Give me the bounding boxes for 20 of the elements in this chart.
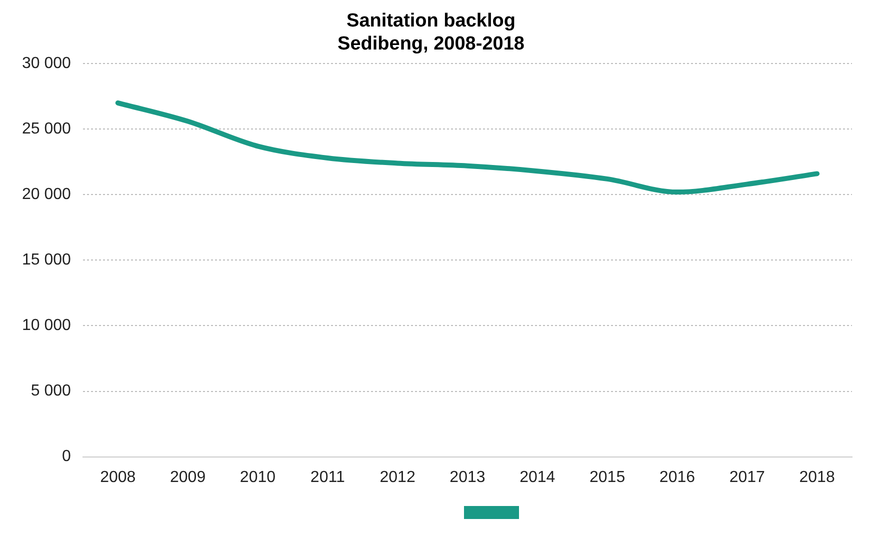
x-tick-label: 2014 xyxy=(520,468,556,486)
x-tick-label: 2018 xyxy=(799,468,835,486)
y-tick-label: 10 000 xyxy=(22,317,72,334)
y-tick-label: 5 000 xyxy=(30,382,72,400)
y-tick-label: 15 000 xyxy=(22,252,72,269)
y-tick-label: 30 000 xyxy=(22,55,72,72)
y-tick-label: 20 000 xyxy=(22,186,72,204)
x-tick-label: 2015 xyxy=(590,468,626,486)
text: Sedibeng, 2008-2018 xyxy=(338,33,524,54)
y-tick-label: 25 000 xyxy=(22,120,72,138)
x-tick-label: 2012 xyxy=(380,468,416,486)
x-tick-label: 2011 xyxy=(310,468,345,486)
x-tick-label: 2009 xyxy=(170,468,206,486)
x-tick-label: 2017 xyxy=(729,468,766,486)
x-tick-label: 2010 xyxy=(240,468,276,486)
x-tick-label: 2016 xyxy=(659,468,696,486)
text: Sanitation backlog xyxy=(346,10,516,32)
x-tick-label: 2008 xyxy=(100,468,136,486)
x-tick-label: 2013 xyxy=(450,468,486,486)
y-tick-label: 0 xyxy=(62,448,72,466)
